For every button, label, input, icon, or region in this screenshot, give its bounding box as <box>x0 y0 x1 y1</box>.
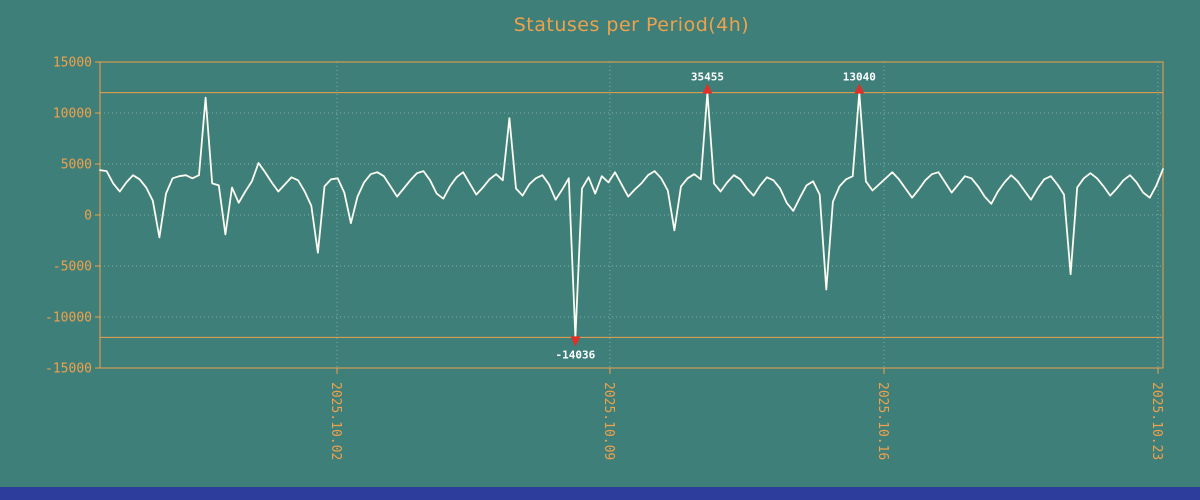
y-tick-label: -5000 <box>53 260 92 275</box>
y-tick-label: 10000 <box>53 107 92 122</box>
y-tick-label: 0 <box>84 209 92 224</box>
x-tick-label: 2025.10.09 <box>601 382 616 460</box>
peak-marker-icon <box>854 83 865 94</box>
peak-label: 35455 <box>691 71 724 84</box>
x-tick-label: 2025.10.16 <box>875 382 890 460</box>
y-tick-label: 5000 <box>61 158 92 173</box>
peak-marker-icon <box>702 83 713 94</box>
statuses-line-chart: 15000 10000 5000 0 -5000 -10000 -15000 2025.10.… <box>45 56 1164 461</box>
y-tick-label: 15000 <box>53 56 92 71</box>
y-tick-label: -15000 <box>45 362 92 377</box>
series-line <box>99 91 1164 339</box>
bottom-taskbar <box>0 487 1200 500</box>
plot-frame <box>99 61 1164 369</box>
y-tick-label: -10000 <box>45 311 92 326</box>
trough-label: -14036 <box>556 348 596 361</box>
x-tick-label: 2025.10.23 <box>1149 382 1164 460</box>
trough-marker-icon <box>570 336 581 347</box>
x-tick-label: 2025.10.02 <box>328 382 343 460</box>
peak-label: 13040 <box>843 71 876 84</box>
chart-title: Statuses per Period(4h) <box>513 14 750 36</box>
